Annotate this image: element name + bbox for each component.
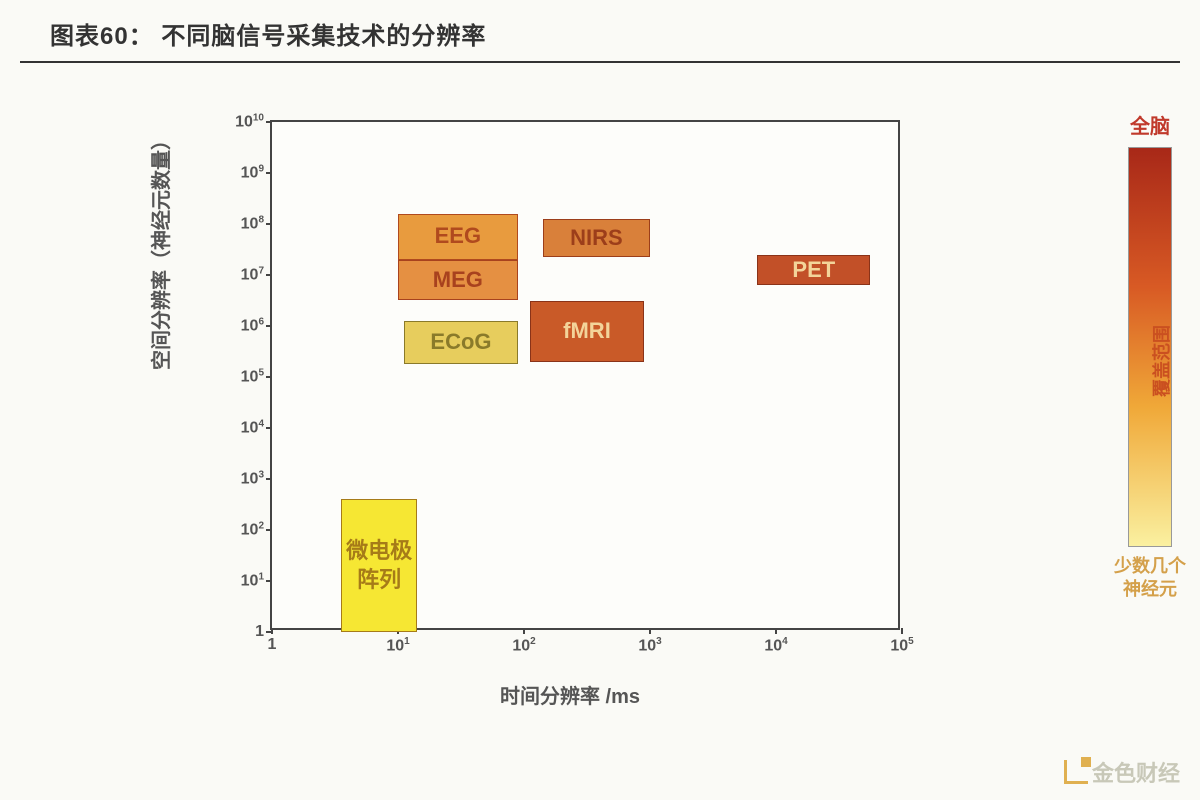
tech-box-meg: MEG bbox=[398, 260, 518, 301]
tech-box-ecog: ECoG bbox=[404, 321, 517, 364]
tech-box-label: ECoG bbox=[430, 328, 491, 357]
colorbar: 覆盖范围 bbox=[1128, 147, 1172, 547]
tech-box-pet: PET bbox=[757, 255, 870, 286]
x-tick-label: 104 bbox=[764, 636, 787, 655]
plot-box: 1101102103104105106107108109101011011021… bbox=[270, 120, 900, 630]
y-tick-label: 106 bbox=[241, 316, 264, 335]
x-tick-label: 102 bbox=[512, 636, 535, 655]
figure-title: 图表60： 不同脑信号采集技术的分辨率 bbox=[50, 23, 486, 50]
colorbar-label-bottom: 少数几个神经元 bbox=[1090, 555, 1200, 602]
watermark: 金色财经 bbox=[1064, 756, 1180, 788]
figure-title-bar: 图表60： 不同脑信号采集技术的分辨率 bbox=[20, 0, 1180, 63]
x-tick-label: 105 bbox=[890, 636, 913, 655]
y-tick-label: 102 bbox=[241, 520, 264, 539]
tech-box-label: PET bbox=[792, 256, 835, 285]
tech-box-fmri: fMRI bbox=[530, 301, 643, 362]
tech-box-label: MEG bbox=[433, 266, 483, 295]
tech-box-eeg: EEG bbox=[398, 214, 518, 260]
y-tick-label: 1010 bbox=[235, 112, 264, 131]
chart-container: 空间分辨率（神经元数量） 时间分辨率 /ms 11011021031041051… bbox=[140, 90, 1040, 740]
x-axis-label: 时间分辨率 /ms bbox=[500, 680, 640, 709]
tech-box-label: 微电极 bbox=[346, 537, 412, 566]
x-tick-label: 101 bbox=[386, 636, 409, 655]
y-tick-label: 1 bbox=[255, 623, 264, 641]
y-tick-label: 107 bbox=[241, 265, 264, 284]
y-tick-label: 101 bbox=[241, 571, 264, 590]
y-tick-label: 108 bbox=[241, 214, 264, 233]
colorbar-container: 全脑 覆盖范围 少数几个神经元 bbox=[1090, 110, 1200, 610]
x-tick-label: 103 bbox=[638, 636, 661, 655]
tech-box-label: EEG bbox=[435, 222, 481, 251]
y-tick-label: 109 bbox=[241, 163, 264, 182]
colorbar-label-top: 全脑 bbox=[1090, 110, 1200, 139]
y-tick-label: 104 bbox=[241, 418, 264, 437]
tech-box-label: fMRI bbox=[563, 317, 611, 346]
watermark-text: 金色财经 bbox=[1092, 756, 1180, 788]
tech-box-microelectrode: 微电极阵列 bbox=[341, 499, 417, 632]
watermark-icon bbox=[1064, 760, 1088, 784]
colorbar-side-label: 覆盖范围 bbox=[1148, 325, 1174, 397]
tech-box-label: NIRS bbox=[570, 224, 623, 253]
y-axis-label: 空间分辨率（神经元数量） bbox=[145, 130, 174, 370]
tech-box-nirs: NIRS bbox=[543, 219, 650, 257]
x-tick-label: 1 bbox=[268, 636, 277, 654]
y-tick-label: 103 bbox=[241, 469, 264, 488]
y-tick-label: 105 bbox=[241, 367, 264, 386]
tech-box-label: 阵列 bbox=[357, 566, 401, 595]
